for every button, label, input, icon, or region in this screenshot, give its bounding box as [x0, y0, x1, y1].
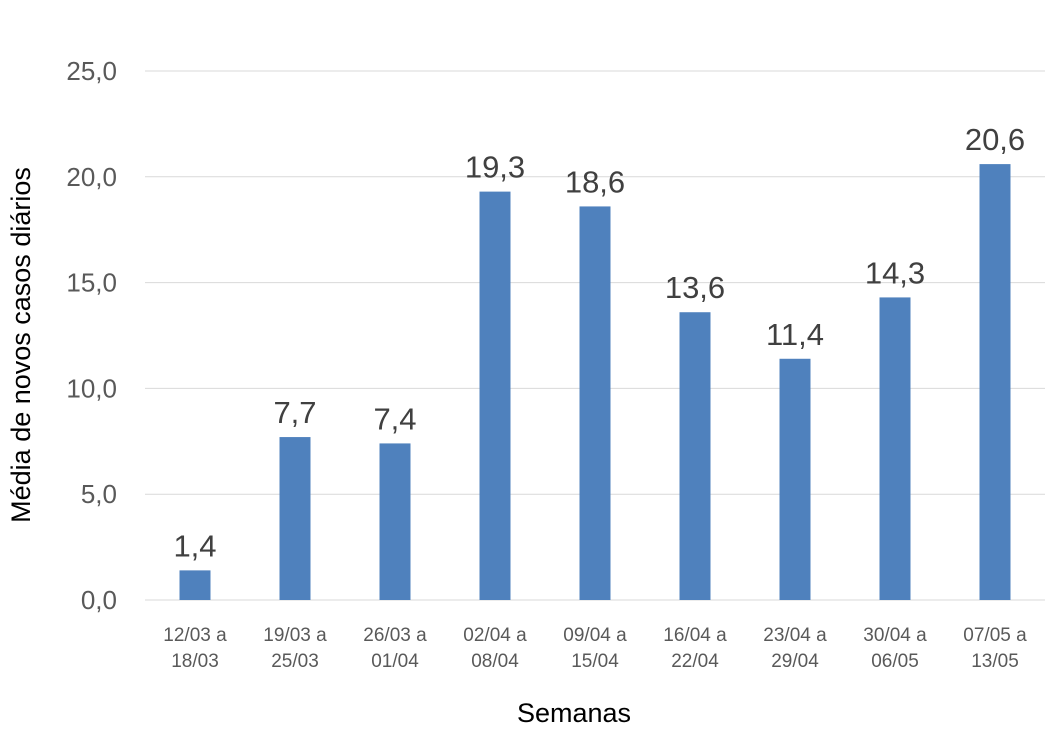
bar	[679, 312, 711, 600]
x-tick-label: 30/04 a 06/05	[863, 625, 927, 672]
data-label: 7,4	[373, 401, 416, 436]
bars	[179, 164, 1011, 600]
x-tick-label: 23/04 a 29/04	[763, 625, 827, 672]
bar	[579, 206, 611, 600]
x-axis: 12/03 a 18/03 19/03 a 25/03 26/03 a 01/04 02/0…	[163, 625, 1027, 672]
y-tick-label: 20,0	[66, 162, 117, 192]
x-tick-label: 26/03 a 01/04	[363, 625, 427, 672]
y-tick-label: 5,0	[81, 479, 117, 509]
data-label: 1,4	[173, 528, 216, 563]
x-tick-label: 07/05 a 13/05	[963, 625, 1027, 672]
bar	[879, 297, 911, 600]
bar	[779, 358, 811, 600]
data-label: 19,3	[465, 150, 525, 185]
bar	[979, 164, 1011, 600]
x-tick-label: 12/03 a 18/03	[163, 625, 227, 672]
x-tick-label: 09/04 a 15/04	[563, 625, 627, 672]
bar	[479, 191, 511, 600]
y-axis-title: Média de novos casos diários	[6, 167, 36, 523]
data-label: 7,7	[273, 395, 316, 430]
data-label: 18,6	[565, 164, 625, 199]
data-label: 11,4	[766, 317, 824, 352]
y-tick-label: 0,0	[81, 585, 117, 615]
x-tick-label: 02/04 a 08/04	[463, 625, 527, 672]
y-tick-label: 10,0	[66, 373, 117, 403]
bar	[279, 437, 311, 600]
data-labels: 1,4 7,7 7,4 19,3 18,6 13,6 11,4 14,3 20,6	[173, 122, 1025, 563]
x-tick-label: 19/03 a 25/03	[263, 625, 327, 672]
bar	[179, 570, 211, 600]
bar	[379, 443, 411, 600]
data-label: 14,3	[865, 255, 925, 290]
data-label: 20,6	[965, 122, 1025, 157]
x-axis-title: Semanas	[517, 698, 631, 728]
y-tick-label: 25,0	[66, 56, 117, 86]
y-tick-label: 15,0	[66, 268, 117, 298]
data-label: 13,6	[665, 270, 725, 305]
x-tick-label: 16/04 a 22/04	[663, 625, 727, 672]
y-axis: 0,0 5,0 10,0 15,0 20,0 25,0	[66, 56, 117, 615]
